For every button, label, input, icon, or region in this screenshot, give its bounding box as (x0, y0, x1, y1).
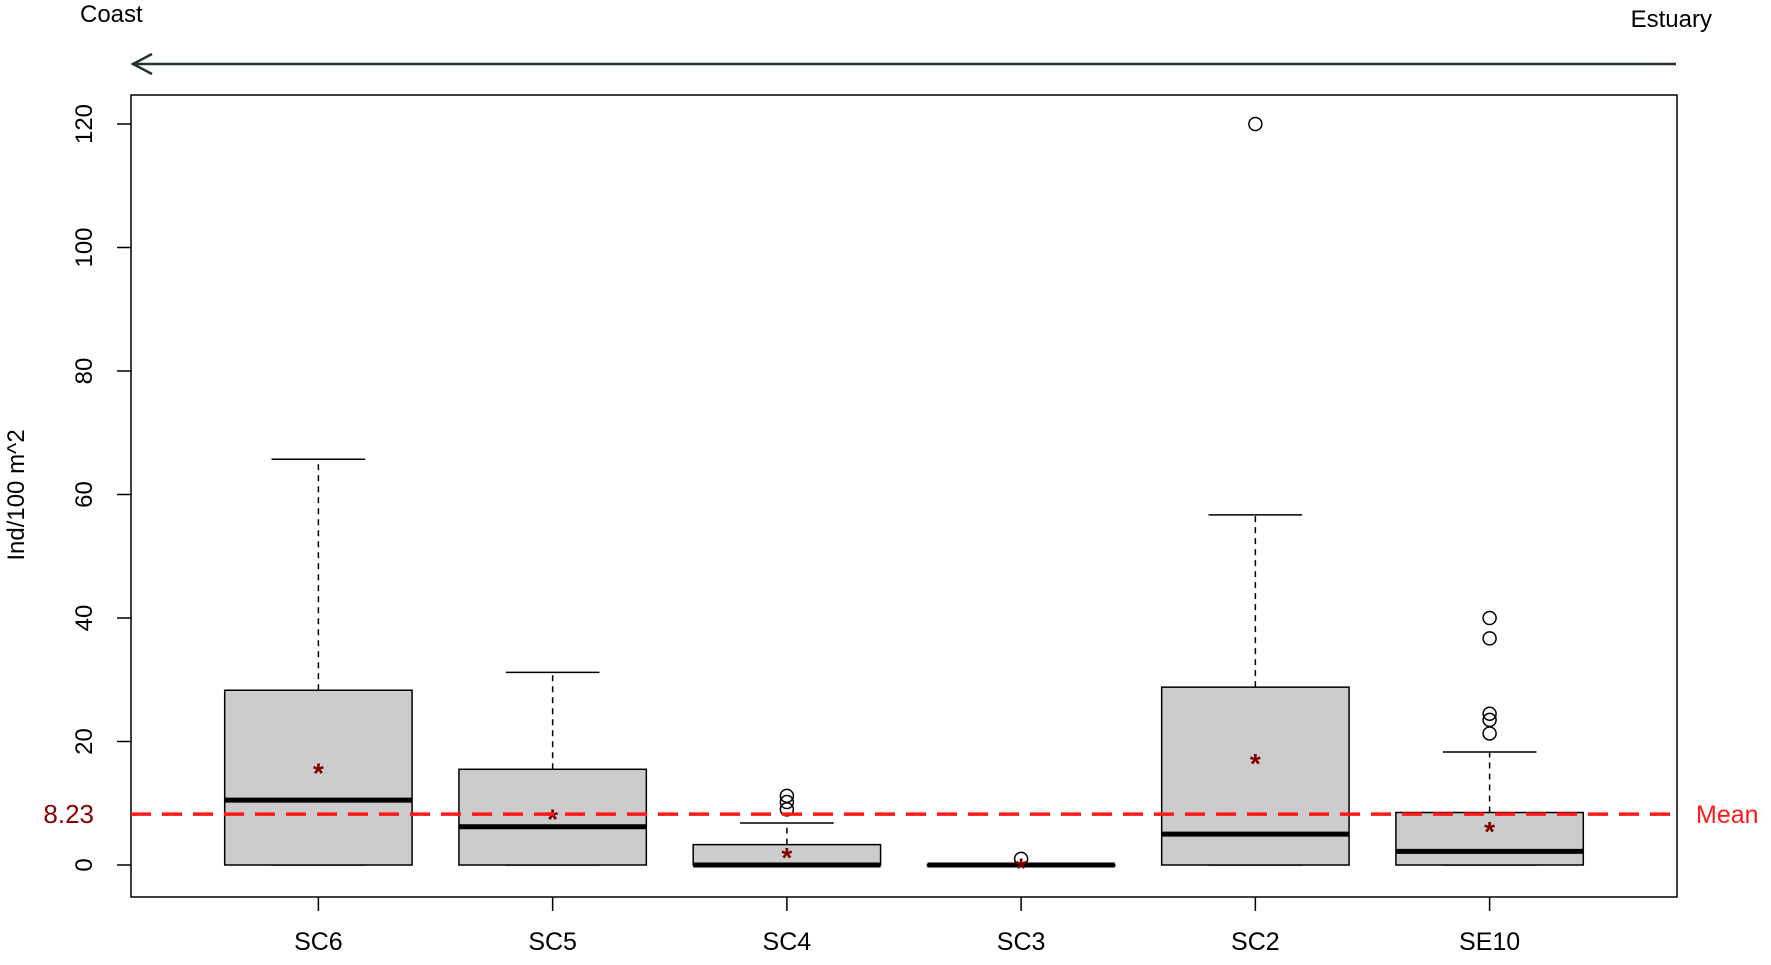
outlier-point (1482, 610, 1497, 626)
y-tick-label: 20 (71, 728, 98, 755)
plot-frame (130, 94, 1678, 898)
outlier-point (779, 794, 795, 810)
y-tick-label: 60 (71, 481, 98, 508)
mean-marker: * (781, 842, 792, 873)
direction-right-label: Estuary (1631, 6, 1712, 33)
box-sc4: * (692, 788, 882, 873)
mean-marker: * (1016, 852, 1027, 883)
y-axis: 0 20 40 60 80 100 120 (71, 104, 131, 872)
x-tick-label: SC5 (528, 928, 577, 956)
direction-arrow-head (130, 52, 153, 76)
mean-marker: * (313, 757, 324, 788)
x-tick-label: SC3 (997, 928, 1046, 956)
outlier-point (1482, 631, 1497, 646)
outlier-point (1482, 726, 1497, 741)
mean-value-label: 8.23 (43, 799, 94, 829)
y-axis-label: Ind/100 m^2 (3, 429, 30, 560)
box-sc6: * (223, 458, 413, 866)
y-tick-label: 100 (71, 227, 98, 267)
box-sc5: * (458, 671, 648, 866)
mean-marker: * (1250, 748, 1261, 779)
box-iqr (1395, 811, 1585, 866)
box-sc2: * (1160, 116, 1350, 866)
box-se10: * (1395, 610, 1585, 866)
x-axis: SC6 SC5 SC4 SC3 SC2 SE10 (294, 897, 1520, 956)
mean-line-label: Mean (1696, 801, 1759, 829)
mean-marker: * (1484, 816, 1495, 847)
outlier-point (1482, 706, 1497, 721)
boxes-layer: * * * * * * (223, 116, 1585, 883)
direction-arrow-icon (130, 52, 1676, 76)
box-iqr (223, 689, 413, 866)
x-tick-label: SE10 (1459, 928, 1520, 956)
y-tick-label: 120 (71, 104, 98, 144)
x-tick-label: SC2 (1231, 928, 1280, 956)
outlier-point (1013, 851, 1029, 867)
outlier-point (1248, 116, 1263, 132)
x-tick-label: SC6 (294, 928, 343, 956)
y-tick-label: 40 (71, 605, 98, 632)
mean-marker: * (547, 804, 558, 835)
y-tick-label: 0 (71, 858, 98, 871)
direction-left-label: Coast (80, 1, 143, 28)
x-tick-label: SC4 (763, 928, 812, 956)
outlier-point (779, 788, 795, 804)
outlier-point (1482, 712, 1497, 728)
y-tick-label: 80 (71, 358, 98, 385)
box-iqr (458, 768, 648, 866)
box-sc3: * (926, 851, 1116, 883)
